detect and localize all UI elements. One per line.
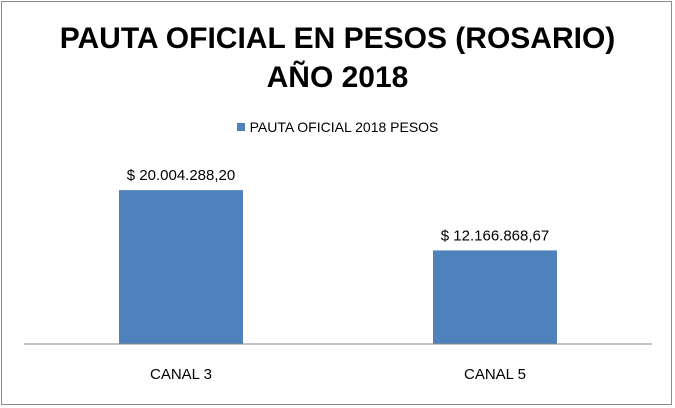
chart-title-line-1: PAUTA OFICIAL EN PESOS (ROSARIO) — [59, 22, 616, 55]
bar-canal-3 — [119, 190, 243, 344]
x-tick-label-canal-3: CANAL 3 — [150, 366, 212, 383]
data-label-canal-5: $ 12.166.868,67 — [441, 227, 549, 244]
bar-canal-5 — [433, 250, 557, 344]
bars-layer — [119, 190, 557, 344]
labels-layer: $ 20.004.288,20 CANAL 3 $ 12.166.868,67 CAN… — [127, 167, 549, 383]
legend-label: PAUTA OFICIAL 2018 PESOS — [249, 119, 439, 135]
data-label-canal-3: $ 20.004.288,20 — [127, 167, 235, 184]
legend: PAUTA OFICIAL 2018 PESOS — [0, 119, 675, 135]
legend-swatch — [236, 123, 245, 131]
chart-title-line-2: AÑO 2018 — [266, 61, 409, 94]
x-tick-label-canal-5: CANAL 5 — [464, 366, 526, 383]
